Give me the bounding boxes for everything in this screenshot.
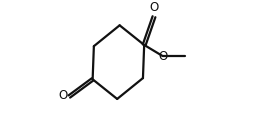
Text: O: O <box>149 1 158 14</box>
Text: O: O <box>158 50 168 63</box>
Text: O: O <box>59 89 68 102</box>
